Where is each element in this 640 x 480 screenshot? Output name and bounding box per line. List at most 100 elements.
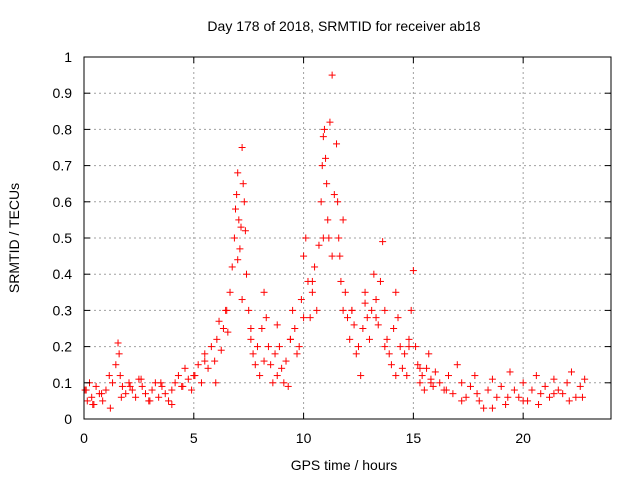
data-point (188, 386, 196, 394)
data-point (442, 386, 450, 394)
data-point (128, 386, 136, 394)
data-point (445, 372, 453, 380)
x-tick-label: 0 (80, 430, 88, 446)
data-point (204, 364, 212, 372)
data-point (427, 379, 435, 387)
data-point (471, 372, 479, 380)
data-point (401, 350, 409, 358)
data-point (242, 270, 250, 278)
data-point (174, 372, 182, 380)
data-point (165, 397, 173, 405)
data-point (390, 325, 398, 332)
data-point (190, 372, 198, 380)
data-point (324, 216, 332, 224)
data-point (308, 288, 316, 296)
data-point (581, 375, 589, 383)
data-point (138, 382, 146, 390)
data-point (262, 314, 270, 322)
data-point (273, 372, 281, 380)
data-point (245, 306, 253, 314)
data-point (146, 397, 154, 405)
data-point (102, 386, 110, 394)
data-point (330, 191, 338, 199)
y-tick-label: 0.7 (53, 158, 73, 174)
data-point (213, 335, 221, 343)
data-point (256, 372, 264, 380)
data-point (559, 390, 567, 398)
data-point (541, 382, 549, 390)
data-point (361, 288, 369, 296)
data-point (273, 321, 281, 329)
x-tick-label: 15 (406, 430, 422, 446)
data-point (117, 393, 125, 401)
data-point (269, 379, 277, 387)
data-point (83, 397, 91, 405)
data-point (219, 325, 227, 332)
data-point (572, 393, 580, 401)
data-point (383, 335, 391, 343)
data-point (148, 386, 156, 394)
data-point (385, 350, 393, 358)
data-point (365, 335, 373, 343)
data-point (217, 346, 225, 354)
data-point (372, 314, 380, 322)
y-tick-label: 0.8 (53, 121, 73, 137)
data-point (436, 379, 444, 387)
data-point (405, 335, 413, 343)
y-tick-label: 0.3 (53, 302, 73, 318)
x-tick-label: 10 (296, 430, 312, 446)
data-point (289, 306, 297, 314)
data-point (405, 343, 413, 351)
data-point (308, 277, 316, 285)
data-point (394, 314, 402, 322)
data-point (458, 397, 466, 405)
data-point (237, 223, 245, 231)
data-point (207, 343, 215, 351)
data-point (350, 321, 358, 329)
data-point (326, 118, 334, 126)
x-tick-labels: 0 5 10 15 20 (80, 430, 531, 446)
data-point (232, 205, 240, 213)
data-point (510, 386, 518, 394)
data-point (528, 386, 536, 394)
data-point (306, 314, 314, 322)
axis-ticks (83, 56, 611, 420)
y-tick-labels: 0 0.1 0.2 0.3 0.4 0.5 0.6 0.7 0.8 0.9 1 (53, 49, 73, 427)
data-point (105, 372, 113, 380)
data-point (502, 401, 510, 409)
y-tick-label: 0 (64, 411, 72, 427)
data-point (473, 390, 481, 398)
data-point (267, 361, 275, 369)
data-point (565, 397, 573, 405)
data-point (504, 393, 512, 401)
data-point (458, 379, 466, 387)
data-point (260, 357, 268, 365)
data-point (247, 325, 255, 332)
data-point (278, 364, 286, 372)
data-point (381, 343, 389, 351)
data-point (311, 263, 319, 271)
data-point (179, 382, 187, 390)
data-point (519, 397, 527, 405)
x-axis-label: GPS time / hours (291, 457, 398, 473)
data-point (157, 379, 165, 387)
data-point (532, 372, 540, 380)
data-point (233, 191, 241, 199)
data-point (497, 382, 505, 390)
data-point (181, 364, 189, 372)
data-point (550, 375, 558, 383)
data-point (98, 390, 106, 398)
data-point (319, 234, 327, 242)
data-point (275, 343, 283, 351)
data-point (241, 227, 249, 235)
data-point (224, 328, 232, 336)
data-point (403, 372, 411, 380)
y-tick-label: 0.2 (53, 339, 73, 355)
data-point (519, 379, 527, 387)
data-point (381, 306, 389, 314)
data-point (361, 299, 369, 307)
data-point (376, 277, 384, 285)
data-point (368, 306, 376, 314)
data-point (341, 288, 349, 296)
data-point (335, 234, 343, 242)
